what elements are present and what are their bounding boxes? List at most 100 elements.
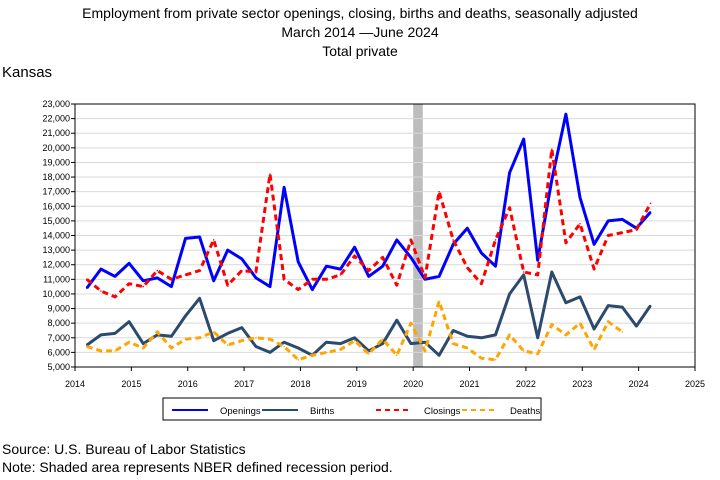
data-point-births (269, 351, 271, 354)
y-tick-label: 19,000 (42, 157, 70, 167)
source-note: Source: U.S. Bureau of Labor Statistics (2, 441, 246, 457)
data-point-closings (241, 269, 243, 272)
data-point-births (396, 319, 398, 322)
data-point-closings (142, 285, 144, 288)
data-point-openings (283, 186, 285, 189)
data-point-closings (114, 296, 116, 298)
data-point-closings (311, 278, 314, 281)
data-point-openings (100, 268, 102, 270)
series-line-deaths (86, 299, 624, 362)
data-point-births (410, 342, 412, 345)
data-point-openings (156, 277, 159, 279)
data-point-closings (551, 148, 553, 151)
data-point-closings (198, 269, 201, 272)
y-tick-label: 8,000 (47, 318, 70, 328)
data-point-births (635, 325, 638, 327)
chart-subtitle-2: Total private (322, 43, 398, 59)
data-point-openings (212, 280, 215, 282)
data-point-births (353, 337, 356, 339)
y-tick-label: 14,000 (42, 231, 70, 241)
y-tick-label: 18,000 (42, 172, 70, 182)
data-point-deaths (396, 354, 398, 357)
data-point-closings (100, 290, 102, 292)
data-point-births (212, 339, 215, 342)
data-point-openings (494, 265, 497, 268)
data-point-closings (635, 228, 638, 231)
y-tick-label: 9,000 (47, 304, 70, 314)
data-point-closings (410, 239, 412, 241)
data-point-openings (508, 171, 511, 174)
data-point-births (565, 301, 567, 304)
data-point-closings (536, 274, 539, 276)
data-point-openings (593, 243, 595, 246)
data-point-openings (536, 259, 539, 262)
data-point-closings (424, 277, 426, 279)
data-point-deaths (269, 338, 271, 341)
data-point-closings (621, 231, 624, 234)
data-point-openings (184, 237, 187, 240)
data-point-deaths (522, 350, 525, 352)
data-point-deaths (579, 322, 581, 325)
data-point-openings (241, 258, 243, 260)
data-point-closings (86, 278, 88, 281)
data-point-closings (156, 269, 159, 272)
data-point-closings (579, 223, 581, 225)
data-point-closings (339, 274, 342, 276)
chart-title: Employment from private sector openings,… (82, 5, 638, 21)
x-tick-label: 2021 (460, 379, 480, 389)
data-point-births (241, 326, 243, 329)
data-point-deaths (311, 354, 314, 357)
data-point-openings (170, 285, 173, 288)
chart-subtitle: March 2014 —June 2024 (281, 24, 439, 40)
data-point-closings (325, 278, 328, 281)
data-point-closings (367, 269, 370, 272)
data-point-openings (649, 211, 652, 213)
data-point-deaths (607, 320, 609, 323)
x-tick-label: 2019 (347, 379, 367, 389)
data-point-births (100, 334, 102, 336)
data-point-deaths (381, 338, 384, 341)
data-point-deaths (438, 300, 440, 303)
data-point-births (367, 350, 370, 352)
line-chart: 5,000 6,000 7,000 8,000 9,000 10,000 11,000 12,… (42, 99, 705, 421)
data-point-closings (649, 202, 652, 205)
y-tick-label: 5,000 (47, 362, 70, 372)
data-point-openings (325, 265, 328, 268)
data-point-closings (297, 288, 300, 291)
data-point-openings (297, 261, 300, 263)
data-point-deaths (142, 347, 144, 349)
data-point-births (579, 296, 581, 298)
x-tick-label: 2017 (234, 379, 254, 389)
data-point-deaths (621, 331, 624, 333)
data-point-births (381, 342, 384, 345)
y-tick-label: 10,000 (42, 289, 70, 299)
data-point-births (480, 337, 483, 339)
data-point-closings (381, 256, 384, 259)
x-tick-label: 2020 (403, 379, 423, 389)
data-point-deaths (241, 339, 243, 342)
data-point-births (649, 304, 652, 307)
data-point-deaths (508, 334, 511, 336)
data-point-births (522, 274, 525, 276)
data-point-births (142, 342, 144, 345)
data-point-deaths (114, 350, 116, 352)
data-point-closings (269, 173, 271, 175)
data-point-openings (311, 288, 314, 291)
legend-box (162, 397, 542, 421)
data-point-births (255, 345, 257, 348)
data-point-closings (438, 190, 440, 193)
legend-label-closings: Closings (424, 406, 461, 417)
data-point-closings (170, 278, 173, 281)
data-point-deaths (255, 337, 257, 339)
data-point-openings (438, 275, 440, 278)
data-point-deaths (452, 342, 455, 345)
data-point-closings (593, 268, 595, 270)
y-tick-label: 17,000 (42, 187, 70, 197)
data-point-openings (396, 239, 398, 241)
data-point-deaths (156, 331, 159, 333)
data-point-births (128, 320, 130, 323)
data-point-openings (579, 196, 581, 199)
data-point-deaths (410, 322, 412, 325)
data-point-deaths (494, 358, 497, 361)
data-point-openings (410, 256, 412, 259)
